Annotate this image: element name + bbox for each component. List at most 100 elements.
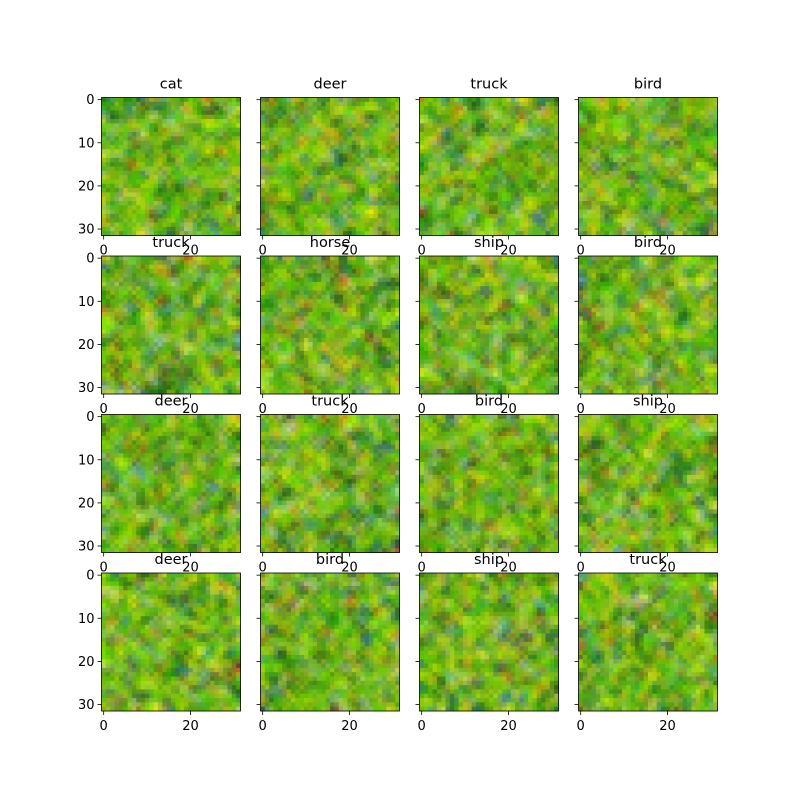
generated-image xyxy=(260,414,400,553)
subplot-panel: 0 20 xyxy=(574,97,718,259)
axes-frame xyxy=(101,97,241,236)
subplot-title: bird xyxy=(475,394,503,410)
x-tick-label: 0 xyxy=(418,719,426,734)
subplot-panel: 0 10 20 30 0 20 xyxy=(78,252,241,417)
subplot-panel: 0 10 20 30 0 20 xyxy=(78,569,241,734)
generated-image xyxy=(260,256,400,395)
axes-frame xyxy=(260,97,400,236)
x-tick-label: 0 xyxy=(259,244,267,259)
y-tick-label: 10 xyxy=(78,612,95,627)
subplot-title: truck xyxy=(311,394,349,410)
x-tick-label: 20 xyxy=(182,244,199,259)
subplot-title: deer xyxy=(313,77,346,93)
x-tick-label: 20 xyxy=(182,402,199,417)
x-tick-label: 0 xyxy=(418,561,426,576)
x-tick-label: 20 xyxy=(341,561,358,576)
subplot-panel: 0 20 xyxy=(415,97,559,259)
x-tick-label: 20 xyxy=(182,561,199,576)
x-tick-label: 20 xyxy=(659,402,676,417)
generated-image xyxy=(101,97,241,236)
axes-frame xyxy=(260,414,400,553)
generated-image xyxy=(578,414,718,553)
y-tick-label: 20 xyxy=(78,496,95,511)
x-tick-label: 0 xyxy=(418,244,426,259)
y-tick-label: 10 xyxy=(78,295,95,310)
y-tick-label: 30 xyxy=(78,540,95,555)
axes-frame xyxy=(578,414,718,553)
y-tick-label: 20 xyxy=(78,338,95,353)
subplot-panel: 0 20 xyxy=(415,572,559,734)
axes-frame xyxy=(101,255,241,395)
x-tick-label: 20 xyxy=(659,719,676,734)
subplot-title: deer xyxy=(154,394,187,410)
y-tick-label: 30 xyxy=(78,381,95,396)
x-tick-label: 20 xyxy=(182,719,199,734)
generated-image xyxy=(578,256,718,395)
subplot-title: bird xyxy=(634,235,662,251)
x-tick-label: 0 xyxy=(577,561,585,576)
x-tick-label: 0 xyxy=(100,719,108,734)
axes-frame xyxy=(260,255,400,395)
generated-image xyxy=(101,414,241,553)
subplot-panel: 0 20 xyxy=(256,414,400,576)
subplot-panel: 0 10 20 30 0 20 xyxy=(78,410,241,576)
x-tick-label: 0 xyxy=(577,244,585,259)
subplot-title: horse xyxy=(310,235,351,251)
subplot-title: ship xyxy=(474,552,504,568)
subplot-title: cat xyxy=(160,77,183,93)
y-tick-label: 30 xyxy=(78,698,95,713)
x-tick-label: 20 xyxy=(659,244,676,259)
generated-image xyxy=(101,573,241,712)
axes-frame xyxy=(578,97,718,236)
axes-frame xyxy=(419,255,559,395)
y-tick-label: 0 xyxy=(86,569,94,584)
x-tick-label: 0 xyxy=(100,244,108,259)
y-tick-label: 10 xyxy=(78,136,95,151)
axes-frame xyxy=(419,572,559,712)
axes-frame xyxy=(101,572,241,712)
y-tick-label: 20 xyxy=(78,655,95,670)
subplot-title: bird xyxy=(316,552,344,568)
axes-frame xyxy=(260,572,400,712)
x-tick-label: 20 xyxy=(500,244,517,259)
generated-image xyxy=(419,573,559,712)
generated-image xyxy=(578,573,718,712)
x-tick-label: 0 xyxy=(418,402,426,417)
x-tick-label: 20 xyxy=(500,402,517,417)
x-tick-label: 0 xyxy=(259,402,267,417)
subplot-panel: 0 20 xyxy=(256,97,400,259)
generated-image xyxy=(419,256,559,395)
x-tick-label: 20 xyxy=(341,244,358,259)
y-tick-label: 10 xyxy=(78,453,95,468)
y-tick-label: 30 xyxy=(78,223,95,238)
x-tick-label: 0 xyxy=(100,561,108,576)
subplot-panel: 0 20 xyxy=(574,255,718,417)
axes-frame xyxy=(101,414,241,553)
subplot-title: truck xyxy=(470,77,508,93)
subplot-title: ship xyxy=(474,235,504,251)
axes-frame xyxy=(578,572,718,712)
subplot-panel: 0 20 xyxy=(256,572,400,734)
x-tick-label: 20 xyxy=(341,719,358,734)
x-tick-label: 0 xyxy=(259,561,267,576)
subplot-title: ship xyxy=(633,394,663,410)
subplot-panel: 0 20 xyxy=(415,255,559,417)
generated-image xyxy=(101,256,241,395)
subplot-panel: 0 20 xyxy=(574,414,718,576)
subplot-panel: 0 20 xyxy=(415,414,559,576)
subplot-title: truck xyxy=(152,235,190,251)
axes-frame xyxy=(578,255,718,395)
subplot-title: bird xyxy=(634,77,662,93)
y-tick-label: 0 xyxy=(86,93,94,108)
y-tick-label: 0 xyxy=(86,252,94,267)
subplot-title: truck xyxy=(629,552,667,568)
subplot-panel: 0 20 xyxy=(256,255,400,417)
generated-image xyxy=(260,573,400,712)
y-tick-label: 20 xyxy=(78,179,95,194)
x-tick-label: 20 xyxy=(341,402,358,417)
x-tick-label: 0 xyxy=(577,719,585,734)
axes-frame xyxy=(419,414,559,553)
x-tick-label: 20 xyxy=(500,719,517,734)
generated-image xyxy=(419,414,559,553)
